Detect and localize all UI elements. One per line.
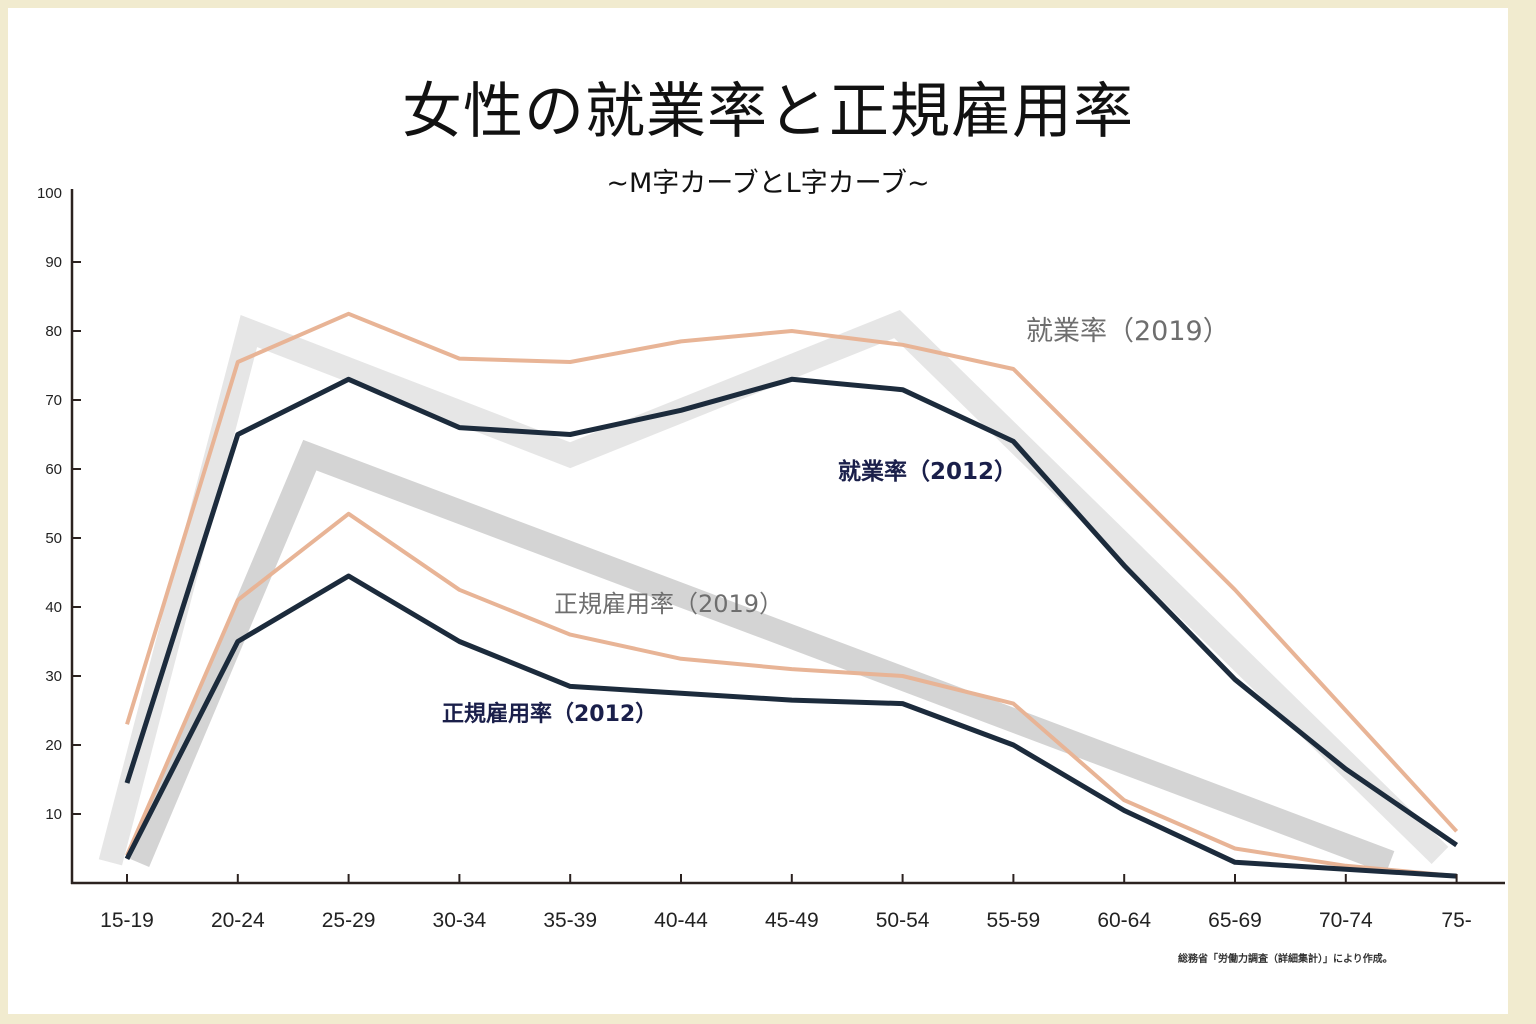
chart-card [8,8,1508,1014]
x-tick-label: 15-19 [100,909,154,932]
y-tick-label: 30 [45,668,62,685]
y-tick-label: 80 [45,323,62,340]
y-tick-label: 10 [45,806,62,823]
trend-band-m-curve [98,310,1449,866]
x-tick-label: 40-44 [654,909,708,932]
x-tick-label: 20-24 [211,909,265,932]
axes: 10 20 30 40 50 60 70 80 90 100 15-19 20-24 25-29 30-3… [37,185,1505,932]
annotation-regular-2012: 正規雇用率（2012） [442,702,658,727]
x-tick-label: 70-74 [1319,909,1373,932]
x-tick-label: 65-69 [1208,909,1262,932]
y-tick-label: 60 [45,461,62,478]
annotation-employment-2019: 就業率（2019） [1026,316,1230,347]
series-lines [124,311,1459,879]
series-line-reg2012 [124,573,1457,879]
x-tick-label: 60-64 [1097,909,1151,932]
source-note: 総務省「労働力調査（詳細集計）」により作成。 [1178,954,1393,965]
series-reg2019 [125,511,1457,879]
x-tick-label: 45-49 [765,909,819,932]
x-tick-label: 55-59 [987,909,1041,932]
annotation-regular-2019: 正規雇用率（2019） [554,590,784,618]
y-tick-label: 20 [45,737,62,754]
series-emp2012 [124,376,1459,848]
x-tick-label: 30-34 [433,909,487,932]
y-tick-label: 100 [37,185,62,202]
y-tick-label: 40 [45,599,62,616]
series-reg2012 [124,573,1457,879]
x-tick-label: 25-29 [322,909,376,932]
annotation-employment-2012: 就業率（2012） [838,459,1018,485]
y-tick-label: 50 [45,530,62,547]
y-tick-label: 90 [45,254,62,271]
y-tick-label: 70 [45,392,62,409]
trend-band-l-curve [127,439,1395,874]
series-emp2019 [125,311,1459,833]
x-tick-label: 75- [1441,909,1471,932]
x-tick-label: 35-39 [543,909,597,932]
chart-subtitle: ~M字カーブとL字カーブ~ [606,168,930,199]
chart-title: 女性の就業率と正規雇用率 [402,77,1134,147]
x-tick-label: 50-54 [876,909,930,932]
